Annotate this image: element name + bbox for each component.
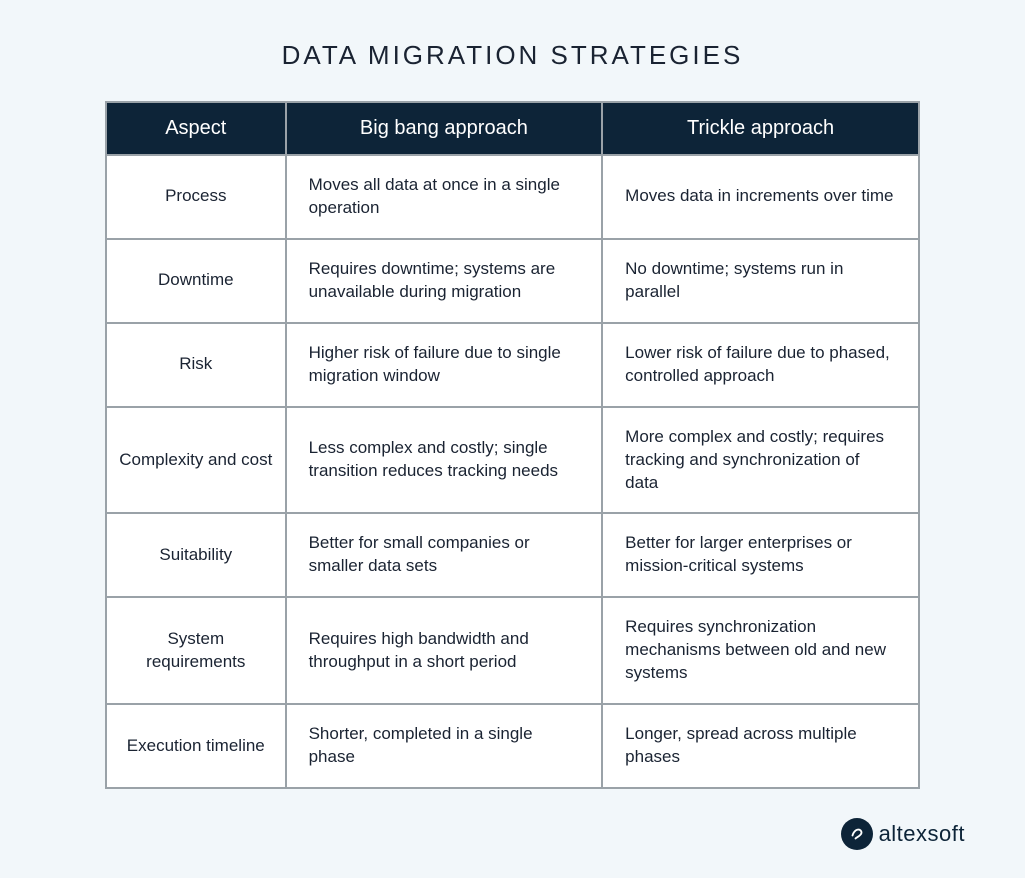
trickle-cell: No downtime; systems run in parallel bbox=[602, 239, 919, 323]
trickle-cell: Moves data in increments over time bbox=[602, 155, 919, 239]
comparison-table: Aspect Big bang approach Trickle approac… bbox=[105, 101, 920, 789]
aspect-cell: Process bbox=[106, 155, 286, 239]
brand-logo: altexsoft bbox=[841, 818, 965, 850]
aspect-cell: Downtime bbox=[106, 239, 286, 323]
bigbang-cell: Shorter, completed in a single phase bbox=[286, 704, 603, 788]
table-row: System requirements Requires high bandwi… bbox=[106, 597, 919, 704]
bigbang-cell: Less complex and costly; single transiti… bbox=[286, 407, 603, 514]
bigbang-cell: Requires downtime; systems are unavailab… bbox=[286, 239, 603, 323]
aspect-cell: Execution timeline bbox=[106, 704, 286, 788]
table-row: Risk Higher risk of failure due to singl… bbox=[106, 323, 919, 407]
aspect-cell: System requirements bbox=[106, 597, 286, 704]
aspect-cell: Suitability bbox=[106, 513, 286, 597]
table-row: Downtime Requires downtime; systems are … bbox=[106, 239, 919, 323]
col-header-aspect: Aspect bbox=[106, 102, 286, 155]
trickle-cell: Requires synchronization mechanisms betw… bbox=[602, 597, 919, 704]
col-header-bigbang: Big bang approach bbox=[286, 102, 603, 155]
trickle-cell: Better for larger enterprises or mission… bbox=[602, 513, 919, 597]
table-row: Suitability Better for small companies o… bbox=[106, 513, 919, 597]
page-title: DATA MIGRATION STRATEGIES bbox=[50, 40, 975, 71]
trickle-cell: Longer, spread across multiple phases bbox=[602, 704, 919, 788]
trickle-cell: More complex and costly; requires tracki… bbox=[602, 407, 919, 514]
bigbang-cell: Better for small companies or smaller da… bbox=[286, 513, 603, 597]
table-header-row: Aspect Big bang approach Trickle approac… bbox=[106, 102, 919, 155]
bigbang-cell: Requires high bandwidth and throughput i… bbox=[286, 597, 603, 704]
col-header-trickle: Trickle approach bbox=[602, 102, 919, 155]
brand-icon bbox=[841, 818, 873, 850]
bigbang-cell: Moves all data at once in a single opera… bbox=[286, 155, 603, 239]
table-row: Process Moves all data at once in a sing… bbox=[106, 155, 919, 239]
aspect-cell: Risk bbox=[106, 323, 286, 407]
aspect-cell: Complexity and cost bbox=[106, 407, 286, 514]
bigbang-cell: Higher risk of failure due to single mig… bbox=[286, 323, 603, 407]
trickle-cell: Lower risk of failure due to phased, con… bbox=[602, 323, 919, 407]
table-row: Execution timeline Shorter, completed in… bbox=[106, 704, 919, 788]
table-row: Complexity and cost Less complex and cos… bbox=[106, 407, 919, 514]
brand-name: altexsoft bbox=[879, 821, 965, 847]
